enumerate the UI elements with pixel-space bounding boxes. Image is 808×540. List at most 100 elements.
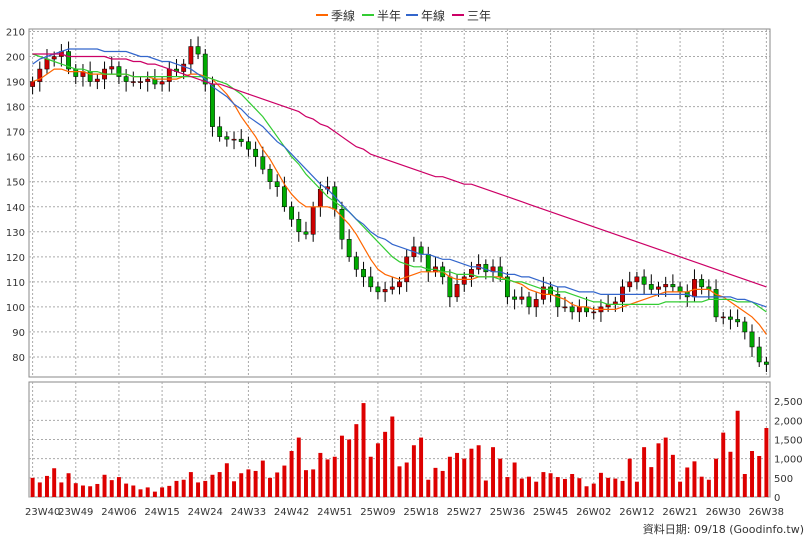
price-panel bbox=[28, 28, 771, 378]
candle-body bbox=[756, 346, 762, 363]
volume-bar bbox=[375, 443, 380, 497]
volume-tick-label: 1,000 bbox=[774, 455, 803, 466]
candle-body bbox=[310, 206, 316, 235]
candle-body bbox=[130, 81, 136, 83]
candle-body bbox=[483, 264, 489, 273]
price-tick-label: 160 bbox=[6, 153, 25, 164]
volume-bar bbox=[433, 467, 438, 497]
volume-bar bbox=[649, 467, 654, 497]
candle-body bbox=[109, 66, 115, 70]
candle-body bbox=[181, 63, 187, 72]
x-tick-label: 24W15 bbox=[144, 507, 179, 518]
ma-season-line bbox=[32, 68, 767, 335]
volume-bar bbox=[102, 474, 107, 497]
x-tick-label: 23W49 bbox=[58, 507, 93, 518]
candle-body bbox=[562, 306, 568, 309]
volume-bar bbox=[512, 462, 517, 497]
candle-body bbox=[353, 256, 359, 270]
volume-bar bbox=[37, 482, 42, 497]
volume-bar bbox=[275, 472, 280, 497]
candle-body bbox=[375, 286, 381, 293]
volume-bar bbox=[181, 479, 186, 497]
volume-tick-label: 500 bbox=[774, 474, 793, 485]
legend-item-year: 年線 bbox=[406, 8, 445, 23]
candle-body bbox=[94, 78, 100, 82]
volume-bar bbox=[59, 482, 64, 497]
candle-body bbox=[461, 276, 467, 285]
candle-body bbox=[713, 289, 719, 318]
candle-body bbox=[677, 286, 683, 293]
candle-body bbox=[346, 239, 352, 258]
candle-body bbox=[317, 188, 323, 208]
candle-body bbox=[188, 46, 194, 65]
candle-body bbox=[634, 276, 640, 283]
volume-bar bbox=[577, 478, 582, 497]
volume-bar bbox=[591, 483, 596, 497]
volume-bar bbox=[30, 477, 35, 497]
candle-body bbox=[469, 269, 474, 278]
price-tick-label: 140 bbox=[6, 203, 25, 214]
volume-bar bbox=[555, 477, 560, 497]
candle-body bbox=[519, 296, 525, 300]
candle-body bbox=[73, 68, 79, 77]
volume-bar bbox=[498, 458, 503, 497]
candle-body bbox=[663, 284, 669, 288]
volume-bar bbox=[246, 469, 251, 497]
candle-body bbox=[454, 284, 460, 298]
volume-bar bbox=[663, 437, 668, 497]
price-tick-label: 100 bbox=[6, 303, 25, 314]
candle-body bbox=[526, 296, 532, 308]
candle-body bbox=[238, 138, 244, 142]
candle-body bbox=[692, 279, 697, 298]
x-tick-label: 26W21 bbox=[662, 507, 697, 518]
ma-3year-line bbox=[32, 53, 767, 288]
candle-body bbox=[389, 286, 395, 290]
volume-bar bbox=[253, 470, 258, 497]
volume-bars bbox=[30, 403, 769, 497]
x-tick-label: 23W40 bbox=[25, 507, 60, 518]
volume-bar bbox=[354, 424, 359, 497]
candle-body bbox=[368, 276, 374, 288]
candle-body bbox=[339, 209, 345, 240]
candle-body bbox=[152, 78, 158, 85]
volume-bar bbox=[656, 443, 661, 497]
volume-bar bbox=[95, 483, 100, 497]
candle-body bbox=[274, 181, 280, 187]
ma-halfyear-line bbox=[32, 53, 767, 313]
candle-body bbox=[735, 319, 741, 323]
candle-body bbox=[30, 81, 36, 87]
price-tick-label: 180 bbox=[6, 103, 25, 114]
volume-bar bbox=[160, 487, 165, 497]
volume-bar bbox=[606, 477, 611, 497]
candle-body bbox=[296, 219, 302, 233]
volume-bar bbox=[706, 479, 711, 497]
candle-body bbox=[246, 141, 251, 150]
volume-bar bbox=[692, 461, 697, 497]
volume-bar bbox=[289, 451, 294, 497]
price-tick-label: 210 bbox=[6, 28, 25, 39]
volume-bar bbox=[109, 480, 114, 497]
volume-bar bbox=[66, 473, 71, 497]
price-tick-label: 90 bbox=[12, 328, 25, 339]
candle-body bbox=[217, 126, 223, 137]
volume-bar bbox=[505, 477, 510, 497]
candle-body bbox=[202, 53, 208, 85]
candle-body bbox=[281, 186, 287, 208]
volume-bar bbox=[73, 483, 78, 497]
volume-bar bbox=[735, 410, 740, 497]
legend-label: 半年 bbox=[377, 9, 401, 23]
volume-bar bbox=[397, 466, 402, 497]
price-tick-label: 200 bbox=[6, 53, 25, 64]
volume-bar bbox=[174, 480, 179, 497]
legend-item-season: 季線 bbox=[316, 8, 355, 23]
legend-item-halfyear: 半年 bbox=[362, 9, 401, 23]
volume-bar bbox=[188, 472, 193, 497]
price-tick-label: 80 bbox=[12, 353, 25, 364]
candle-body bbox=[533, 299, 539, 308]
candle-body bbox=[670, 284, 676, 288]
volume-bar bbox=[699, 476, 704, 497]
volume-bar bbox=[570, 474, 575, 497]
volume-bar bbox=[311, 469, 316, 497]
candle-body bbox=[720, 316, 726, 319]
